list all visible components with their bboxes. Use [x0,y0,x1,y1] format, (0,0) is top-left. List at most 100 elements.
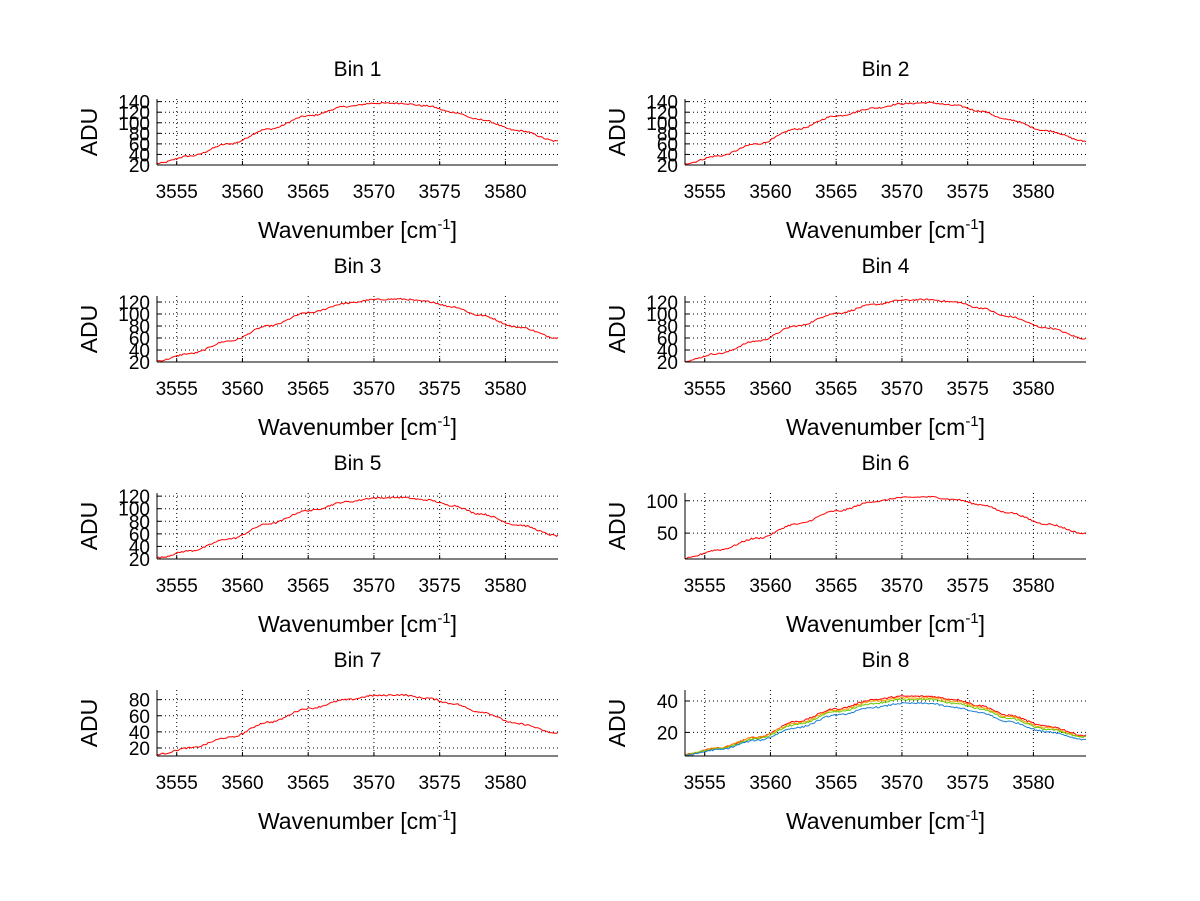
x-tick-label: 3560 [221,576,263,597]
y-tick-label: 60 [657,329,678,350]
data-series-line [684,298,1087,363]
x-tick-label: 3575 [419,773,461,794]
x-axis-label-main: Wavenumber [cm [786,217,965,243]
x-tick-label: 3565 [815,773,857,794]
x-tick-label: 3570 [881,773,923,794]
x-axis-label-main: Wavenumber [cm [786,611,965,637]
x-axis-label-end: ] [451,414,457,440]
y-axis-label: ADU [604,502,630,551]
y-tick-label: 40 [657,145,678,166]
x-axis-label-main: Wavenumber [cm [786,414,965,440]
y-tick-label: 60 [129,707,150,728]
y-axis-label: ADU [76,502,102,551]
x-tick-label: 3575 [947,182,989,203]
data-series-line [684,695,1087,756]
x-tick-label: 3560 [749,182,791,203]
x-tick-label: 3570 [353,576,395,597]
subplot-bin-2: Bin 2 3555 3560 3565 3570 3575 3580 20406080100… [604,58,1087,243]
subplot-title: Bin 8 [862,649,910,672]
x-tick-label: 3560 [221,182,263,203]
x-tick-label: 3575 [419,576,461,597]
x-tick-label: 3555 [684,379,726,400]
data-series-line [156,693,559,756]
x-axis-label-superscript: -1 [965,807,978,824]
x-tick-label: 3555 [684,182,726,203]
y-tick-label: 40 [657,341,678,362]
x-axis-label: Wavenumber [cm-1] [786,807,985,834]
x-tick-label: 3565 [815,576,857,597]
y-tick-label: 20 [129,353,150,374]
x-tick-label: 3580 [1012,182,1054,203]
x-tick-label: 3555 [156,773,198,794]
x-tick-label: 3565 [287,182,329,203]
y-tick-label: 100 [118,305,150,326]
x-axis-label: Wavenumber [cm-1] [786,216,985,243]
x-tick-label: 3560 [749,576,791,597]
x-tick-label: 3570 [881,576,923,597]
x-tick-label: 3580 [484,182,526,203]
subplot-title: Bin 3 [334,255,382,278]
x-axis-label-superscript: -1 [437,610,450,627]
y-tick-label: 20 [657,156,678,177]
y-tick-label: 140 [118,93,150,114]
y-tick-label: 50 [657,524,678,545]
x-axis-label-end: ] [979,414,985,440]
x-tick-label: 3565 [815,379,857,400]
x-tick-label: 3580 [484,773,526,794]
x-tick-label: 3570 [353,773,395,794]
data-series-line [684,698,1087,756]
data-series-line [684,696,1087,756]
x-axis-label: Wavenumber [cm-1] [258,610,457,637]
x-axis-label-superscript: -1 [965,413,978,430]
x-axis-label-end: ] [451,808,457,834]
x-tick-label: 3575 [947,773,989,794]
y-tick-label: 80 [129,317,150,338]
subplot-bin-6: Bin 6 3555 3560 3565 3570 3575 3580 50 100 ADU Wav… [604,452,1087,637]
y-tick-label: 100 [646,114,678,135]
y-axis-label: ADU [76,305,102,354]
x-axis-label: Wavenumber [cm-1] [258,413,457,440]
x-axis-label-superscript: -1 [965,610,978,627]
x-tick-label: 3575 [947,576,989,597]
y-tick-label: 100 [118,500,150,521]
subplot-bin-5: Bin 5 3555 3560 3565 3570 3575 3580 20406080100… [76,452,559,637]
x-axis-label-main: Wavenumber [cm [258,808,437,834]
x-tick-label: 3580 [484,379,526,400]
x-tick-label: 3580 [1012,576,1054,597]
x-axis-label-superscript: -1 [437,216,450,233]
x-tick-label: 3555 [156,576,198,597]
y-tick-label: 100 [646,305,678,326]
x-tick-label: 3580 [1012,379,1054,400]
y-axis-label: ADU [76,108,102,157]
x-tick-label: 3575 [947,379,989,400]
x-axis-label: Wavenumber [cm-1] [786,610,985,637]
y-tick-label: 40 [657,692,678,713]
y-tick-label: 120 [118,103,150,124]
y-axis-label: ADU [604,699,630,748]
x-tick-label: 3580 [484,576,526,597]
subplot-title: Bin 4 [862,255,910,278]
x-axis-label-end: ] [451,217,457,243]
y-tick-label: 140 [646,93,678,114]
subplot-bin-3: Bin 3 3555 3560 3565 3570 3575 3580 20406080100… [76,255,559,440]
y-tick-label: 40 [129,145,150,166]
x-tick-label: 3570 [881,182,923,203]
y-tick-label: 80 [129,512,150,533]
y-tick-label: 120 [118,293,150,314]
x-axis-label-superscript: -1 [965,216,978,233]
subplot-title: Bin 1 [334,58,382,81]
y-tick-label: 60 [129,329,150,350]
subplot-title: Bin 5 [334,452,382,475]
y-tick-label: 40 [129,723,150,744]
x-tick-label: 3555 [156,182,198,203]
x-axis-label-end: ] [979,808,985,834]
x-tick-label: 3560 [749,773,791,794]
x-tick-label: 3565 [287,379,329,400]
y-tick-label: 80 [129,124,150,145]
y-tick-label: 120 [118,487,150,508]
y-tick-label: 20 [657,353,678,374]
y-tick-label: 60 [657,135,678,156]
x-axis-label-main: Wavenumber [cm [258,611,437,637]
x-axis-label-end: ] [979,217,985,243]
x-axis-label: Wavenumber [cm-1] [258,807,457,834]
